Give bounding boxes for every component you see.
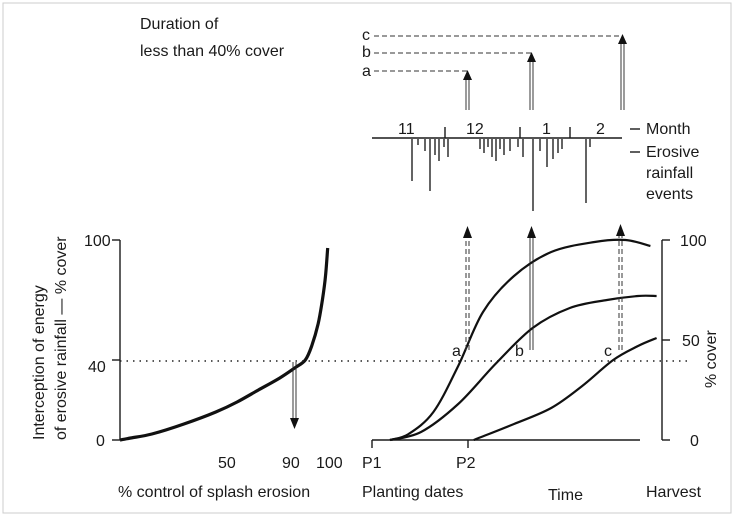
month-label-2: 2 (596, 121, 605, 138)
curve-label-a: a (452, 343, 461, 360)
duration-arrow-b (527, 52, 536, 110)
left-ytick-label-100: 100 (84, 233, 111, 250)
right-ytick-label-100: 100 (680, 233, 707, 250)
month-label-11: 11 (398, 121, 415, 138)
threshold-readout-arrow (290, 362, 299, 429)
duration-label-a: a (362, 63, 371, 80)
right-ytick-label-50: 50 (682, 333, 700, 350)
right-ytick-label-0: 0 (690, 433, 699, 450)
left-xtick-label-50: 50 (218, 455, 236, 472)
rainfall-events (411, 139, 591, 211)
left-ytick-label-0: 0 (96, 433, 105, 450)
crossing-arrow-a (463, 226, 472, 350)
month-label-1: 1 (542, 121, 551, 138)
crossing-arrow-c (616, 224, 625, 350)
month-label-12: 12 (466, 121, 484, 138)
duration-title-line-2: less than 40% cover (140, 43, 285, 60)
legend-rainfall-line-3: events (646, 186, 693, 203)
curve-label-b: b (515, 343, 524, 360)
splash-control-curve (119, 247, 330, 442)
legend-rainfall-line-1: Erosive (646, 144, 699, 161)
left-ylabel-line-2: of erosive rainfall — % cover (53, 236, 70, 440)
cover-curve-b (389, 294, 657, 442)
left-ylabel-line-1: Interception of energy (31, 285, 48, 440)
legend-rainfall-line-2: rainfall (646, 165, 693, 182)
right-xlabel-planting: Planting dates (362, 484, 463, 501)
cover-curve-c (473, 336, 658, 442)
left-xtick-label-100: 100 (316, 455, 343, 472)
cover-curve-a (389, 238, 651, 442)
curve-label-c: c (604, 343, 612, 360)
right-ylabel: % cover (703, 330, 720, 388)
right-xlabel-harvest: Harvest (646, 484, 702, 501)
left-xtick-label-90: 90 (282, 455, 300, 472)
right-xtick-label-p2: P2 (456, 455, 476, 472)
duration-title-line-1: Duration of (140, 16, 219, 33)
duration-arrow-c (618, 34, 627, 110)
right-xlabel-time: Time (548, 487, 583, 504)
duration-arrow-a (463, 70, 472, 110)
duration-label-b: b (362, 44, 371, 61)
left-ytick-label-40: 40 (88, 359, 106, 376)
left-xlabel: % control of splash erosion (118, 484, 310, 501)
crossing-arrow-b (527, 226, 536, 350)
right-xtick-label-p1: P1 (362, 455, 382, 472)
legend-month: Month (646, 121, 690, 138)
duration-label-c: c (362, 27, 370, 44)
